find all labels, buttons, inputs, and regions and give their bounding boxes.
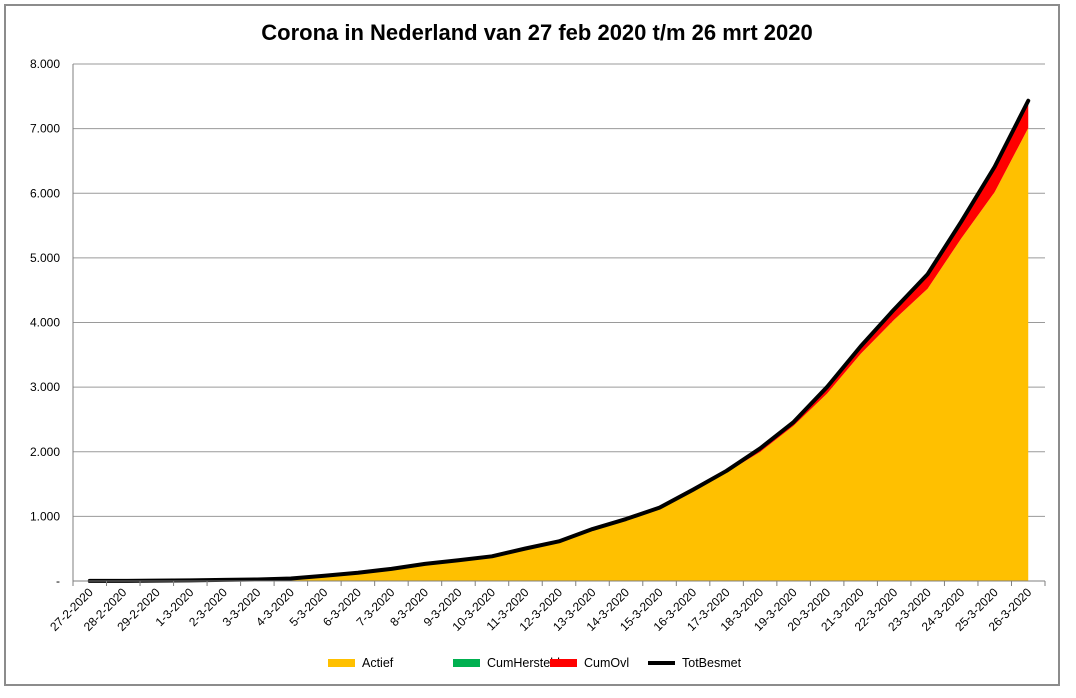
- chart-title: Corona in Nederland van 27 feb 2020 t/m …: [261, 20, 812, 45]
- legend-label: CumOvl: [584, 656, 629, 670]
- y-axis-tick-labels: - 1.000 2.000 3.000 4.000 5.000 6.000 7.000 8.00…: [30, 57, 60, 588]
- y-tick-label: 8.000: [30, 57, 60, 71]
- legend-swatch: [328, 659, 355, 667]
- line-totbesmet: [87, 98, 1031, 583]
- series-lines: [87, 98, 1031, 583]
- legend-item: Actief: [328, 656, 394, 670]
- y-tick-label: -: [56, 574, 60, 588]
- area-actief: [89, 127, 1029, 581]
- legend-item: TotBesmet: [648, 656, 742, 670]
- x-axis-tick-labels: 27-2-202028-2-202029-2-20201-3-20202-3-2…: [47, 585, 1034, 634]
- legend-label: TotBesmet: [682, 656, 742, 670]
- legend-swatch: [550, 659, 577, 667]
- legend-label: Actief: [362, 656, 394, 670]
- series-areas: [89, 99, 1029, 581]
- legend-item: CumHersteld: [453, 656, 560, 670]
- y-tick-label: 2.000: [30, 445, 60, 459]
- axes: [72, 64, 1046, 586]
- y-tick-label: 3.000: [30, 380, 60, 394]
- y-tick-label: 6.000: [30, 186, 60, 200]
- y-tick-label: 7.000: [30, 122, 60, 136]
- y-tick-label: 4.000: [30, 316, 60, 330]
- legend-swatch: [453, 659, 480, 667]
- y-tick-label: 1.000: [30, 509, 60, 523]
- y-tick-label: 5.000: [30, 251, 60, 265]
- legend-label: CumHersteld: [487, 656, 560, 670]
- legend: Actief CumHersteld CumOvl TotBesmet: [328, 656, 742, 670]
- legend-item: CumOvl: [550, 656, 629, 670]
